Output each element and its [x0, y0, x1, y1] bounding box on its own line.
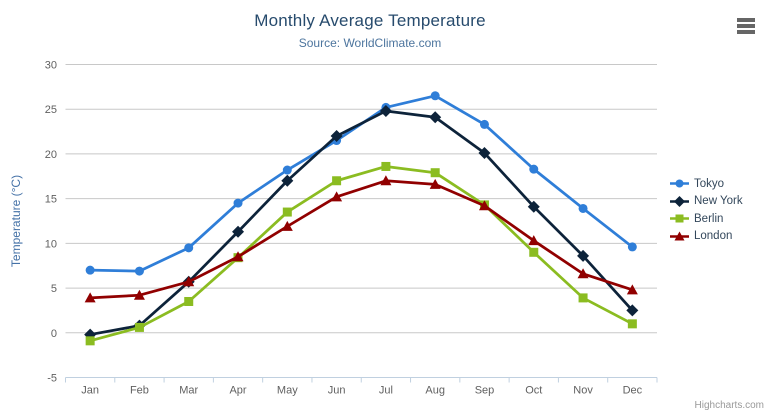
- y-tick-label: 20: [45, 149, 57, 161]
- legend-item-new-york[interactable]: New York: [670, 195, 743, 208]
- series-new-york[interactable]: [84, 105, 639, 341]
- x-tick-label: Jun: [328, 385, 346, 397]
- legend-label: Tokyo: [694, 177, 725, 190]
- hamburger-icon: [737, 30, 755, 34]
- legend-label: Berlin: [694, 212, 724, 225]
- x-tick-label: Apr: [229, 385, 246, 397]
- export-menu-button[interactable]: [733, 15, 759, 37]
- y-tick-label: -5: [47, 373, 57, 385]
- x-tick-label: Dec: [623, 385, 643, 397]
- legend-square-marker-icon: [670, 214, 689, 223]
- legend-label: London: [694, 230, 733, 242]
- x-tick-label: Jul: [379, 385, 393, 397]
- x-tick-label: Sep: [475, 385, 495, 397]
- y-tick-label: 30: [45, 60, 57, 72]
- chart-subtitle: Source: WorldClimate.com: [298, 36, 442, 50]
- x-tick-label: May: [277, 385, 298, 397]
- hamburger-icon: [737, 24, 755, 28]
- legend-item-tokyo[interactable]: Tokyo: [670, 177, 743, 190]
- series-tokyo[interactable]: [85, 91, 637, 276]
- x-tick-label: Oct: [525, 385, 542, 397]
- credits-link[interactable]: Highcharts.com: [694, 400, 764, 411]
- legend-item-london[interactable]: London: [670, 230, 743, 243]
- x-tick-label: Feb: [130, 385, 149, 397]
- x-tick-label: Mar: [179, 385, 198, 397]
- legend: Tokyo New York Berlin London: [670, 177, 743, 243]
- y-tick-label: 25: [45, 104, 57, 116]
- x-tick-label: Nov: [573, 385, 593, 397]
- y-tick-label: 5: [51, 283, 57, 295]
- hamburger-icon: [737, 18, 755, 22]
- series-london[interactable]: [84, 175, 638, 303]
- legend-triangle-marker-icon: [670, 231, 689, 240]
- legend-label: New York: [694, 195, 743, 207]
- legend-diamond-marker-icon: [670, 195, 689, 207]
- y-tick-label: 0: [51, 328, 57, 340]
- x-tick-label: Jan: [81, 385, 99, 397]
- y-tick-label: 10: [45, 238, 57, 250]
- y-axis-title: Temperature (°C): [9, 175, 23, 267]
- legend-circle-marker-icon: [670, 179, 689, 188]
- x-tick-label: Aug: [425, 385, 445, 397]
- chart-title: Monthly Average Temperature: [254, 11, 486, 30]
- y-tick-label: 15: [45, 194, 57, 206]
- legend-item-berlin[interactable]: Berlin: [670, 212, 743, 225]
